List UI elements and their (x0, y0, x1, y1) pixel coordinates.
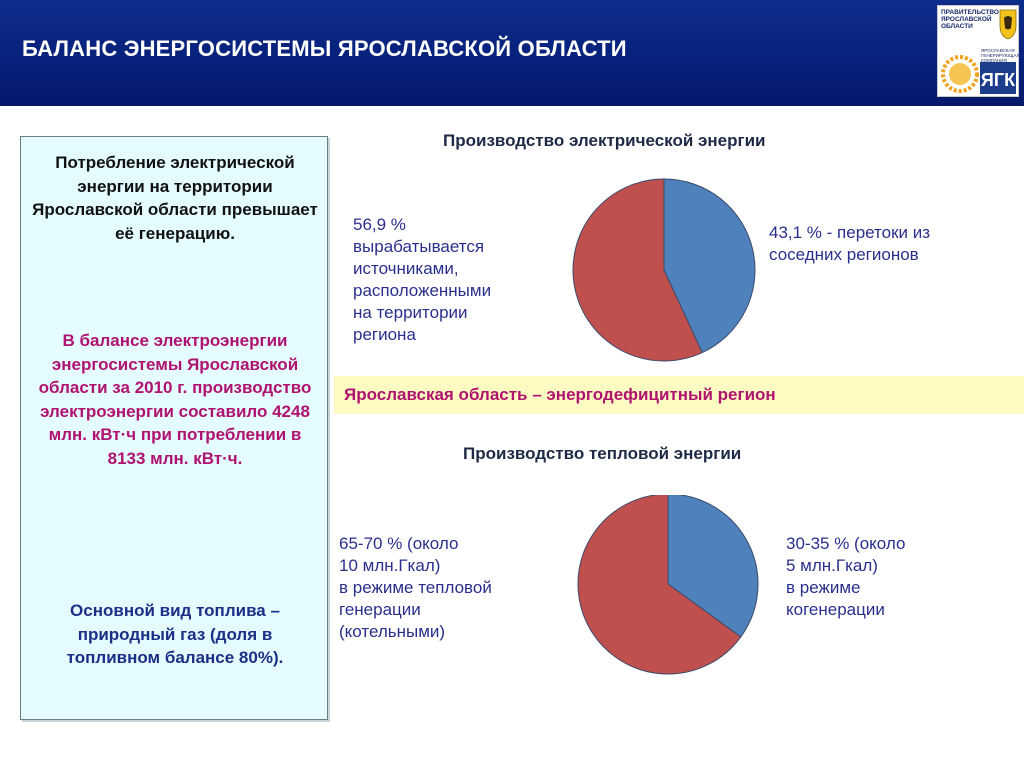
heat-pie-chart (577, 495, 759, 675)
heat-pie-slice-0 (667, 495, 759, 638)
electric-pie-slice-1 (572, 178, 703, 362)
electric-pie-slice-0 (663, 178, 756, 354)
electric-section-title: Производство электрической энергии (443, 131, 766, 150)
logo-graphic: ЯГК (941, 9, 1017, 94)
header-bar: БАЛАНС ЭНЕРГОСИСТЕМЫ ЯРОСЛАВСКОЙ ОБЛАСТИ… (0, 0, 1024, 106)
fuel-statement: Основной вид топлива – природный газ (до… (66, 601, 284, 667)
info-panel: Потребление электрической энергии на тер… (20, 136, 328, 720)
svg-text:ЯГК: ЯГК (981, 70, 1016, 90)
sun-icon (941, 55, 979, 93)
electric-pie-chart (572, 178, 756, 362)
electric-import-label: 43,1 % - перетоки из соседних регионов (769, 223, 931, 264)
cogeneration-label: 30-35 % (около 5 млн.Гкал) в режиме коге… (786, 534, 906, 619)
balance-statement: В балансе электроэнергии энергосистемы Я… (38, 331, 312, 468)
electric-local-label: 56,9 % вырабатывается источниками, распо… (353, 215, 492, 344)
heat-pie-slice-1 (577, 495, 742, 675)
heat-generation-label: 65-70 % (около 10 млн.Гкал) в режиме теп… (339, 534, 492, 641)
logo-company-text: ЯРОСЛАВСКАЯ ГЕНЕРИРУЮЩАЯ КОМПАНИЯ (981, 48, 1020, 63)
consumption-statement: Потребление электрической энергии на тер… (32, 153, 318, 243)
logo-government-text: ПРАВИТЕЛЬСТВО ЯРОСЛАВСКОЙ ОБЛАСТИ (941, 9, 999, 30)
deficit-banner-text: Ярославская область – энергодефицитный р… (344, 385, 776, 404)
bear-icon (1004, 16, 1012, 30)
heat-section-title: Производство тепловой энергии (463, 444, 742, 463)
logo: ЯГК ПРАВИТЕЛЬСТВО ЯРОСЛАВСКОЙ ОБЛАСТИ ЯР… (937, 5, 1020, 97)
page-title: БАЛАНС ЭНЕРГОСИСТЕМЫ ЯРОСЛАВСКОЙ ОБЛАСТИ (22, 36, 627, 61)
deficit-banner: Ярославская область – энергодефицитный р… (334, 376, 1024, 414)
ygk-mark (980, 62, 1016, 94)
